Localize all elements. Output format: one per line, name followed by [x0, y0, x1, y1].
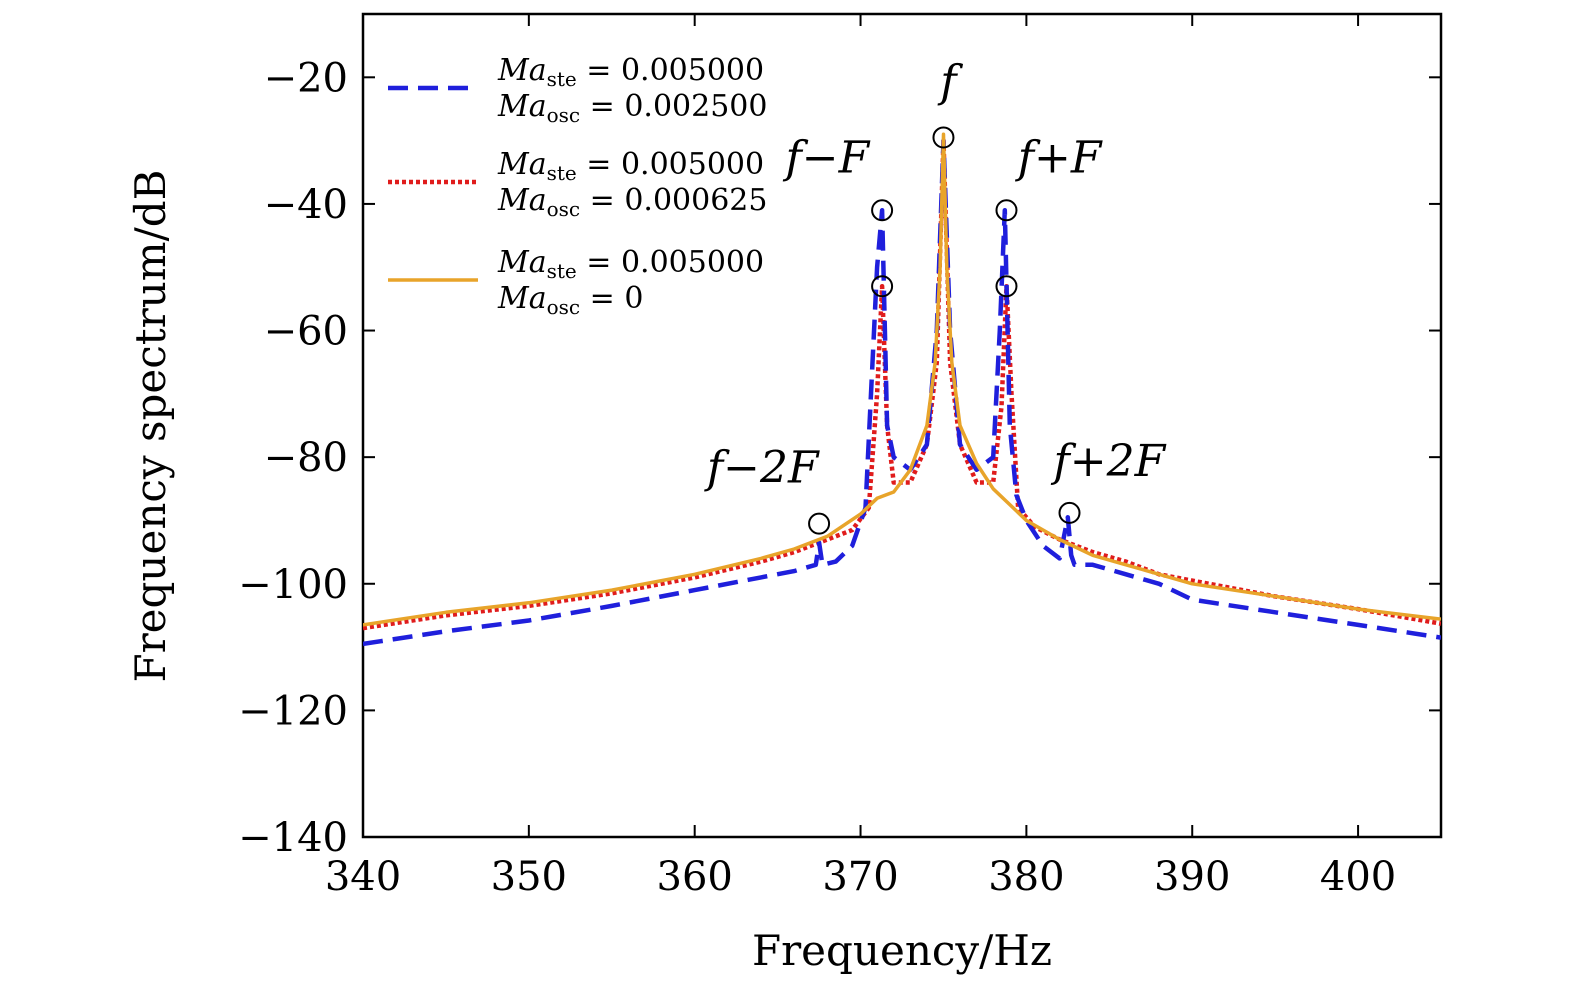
y-tick-label: −40: [264, 182, 348, 228]
x-tick-label: 400: [1320, 854, 1396, 900]
y-tick-label: −80: [264, 435, 348, 481]
x-tick-label: 370: [822, 854, 898, 900]
peak-annotation: f: [937, 56, 963, 107]
legend-subscript: osc: [547, 295, 581, 319]
legend-value: = 0.000625: [580, 183, 767, 218]
legend-entry-text: Maosc = 0.002500: [497, 89, 767, 127]
y-tick-label: −20: [264, 55, 348, 101]
peak-annotation: f−2F: [704, 442, 820, 493]
x-axis-title: Frequency/Hz: [752, 926, 1052, 975]
x-tick-label: 360: [657, 854, 733, 900]
peak-annotation: f−F: [783, 132, 871, 183]
annotation-layer: f f−F f+F f−2F f+2F: [704, 56, 1167, 493]
y-tick-label: −120: [238, 688, 348, 734]
peak-annotation: f+F: [1015, 132, 1103, 183]
legend-entry-text: Maste = 0.005000: [497, 53, 764, 91]
legend-symbol: Ma: [497, 183, 547, 218]
legend-entry-text: Maosc = 0.000625: [497, 183, 767, 221]
series-layer: [363, 132, 1441, 647]
legend-value: = 0.005000: [577, 147, 764, 182]
peak-annotation: f+2F: [1050, 436, 1166, 487]
y-tick-label: −60: [264, 309, 348, 355]
legend-subscript: ste: [547, 161, 577, 185]
legend-entry-text: Maste = 0.005000: [497, 245, 764, 283]
y-tick-label: −140: [238, 815, 348, 861]
marker-layer: [808, 126, 1081, 535]
peak-marker: [871, 275, 894, 298]
peak-marker: [871, 199, 894, 222]
peak-marker: [995, 275, 1018, 298]
legend-subscript: osc: [547, 103, 581, 127]
legend-subscript: ste: [547, 67, 577, 91]
axes-layer: 340 350 360 370 380 390 400 −20 −40 −60 −80 −100 −12…: [238, 12, 1443, 900]
legend-value: = 0.002500: [580, 89, 767, 124]
legend-entry-text: Maste = 0.005000: [497, 147, 764, 185]
legend-symbol: Ma: [497, 245, 547, 280]
legend-symbol: Ma: [497, 281, 547, 316]
legend-symbol: Ma: [497, 53, 547, 88]
legend-subscript: ste: [547, 259, 577, 283]
legend-value: = 0.005000: [577, 53, 764, 88]
legend-subscript: osc: [547, 197, 581, 221]
legend-value: = 0.005000: [577, 245, 764, 280]
plot-frame: [361, 12, 1443, 839]
x-tick-label: 390: [1154, 854, 1230, 900]
y-tick-label: −100: [238, 562, 348, 608]
series-line-solid: [363, 132, 1441, 627]
legend-symbol: Ma: [497, 147, 547, 182]
legend-entry-text: Maosc = 0: [497, 281, 643, 319]
peak-marker: [808, 512, 831, 535]
x-tick-label: 340: [325, 854, 401, 900]
x-tick-label: 380: [988, 854, 1064, 900]
legend-symbol: Ma: [497, 89, 547, 124]
y-axis-title: Frequency spectrum/dB: [126, 169, 175, 682]
peak-marker: [1058, 501, 1081, 524]
peak-marker: [932, 126, 955, 149]
x-tick-label: 350: [491, 854, 567, 900]
legend-value: = 0: [580, 281, 643, 316]
peak-marker: [995, 199, 1018, 222]
